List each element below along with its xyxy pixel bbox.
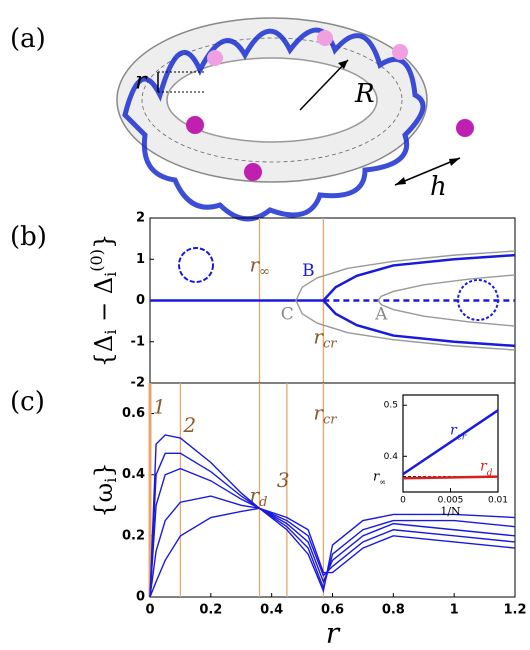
y-tick-label: 0 [136, 590, 145, 605]
pitch-label: h [430, 172, 447, 202]
y-axis-label-part: (0) [87, 249, 106, 272]
marker-label: 2 [182, 412, 196, 436]
major-radius-label: R [354, 79, 375, 109]
annotation: A [374, 304, 388, 324]
y-axis-label-part: } [90, 462, 118, 477]
marker-label: 3 [277, 467, 290, 491]
x-tick-label: 1 [450, 603, 459, 618]
y-tick-label: 2 [136, 211, 145, 226]
x-tick-label: 0.2 [199, 603, 222, 618]
y-axis-label-part: − Δ [90, 277, 118, 330]
marker-label-part: cr [323, 412, 337, 427]
reference-label: r∞ [373, 469, 386, 487]
x-tick-label: 0 [145, 603, 154, 618]
panel-label: (c) [10, 387, 45, 417]
series-label-part: cr [457, 432, 467, 442]
x-tick-label: 1.2 [503, 603, 526, 618]
y-tick-label: 0.2 [122, 528, 145, 543]
x-tick-label: 0.005 [438, 496, 464, 506]
marker-label: 1 [153, 394, 166, 418]
series-line [403, 477, 498, 479]
marker-label-part: cr [323, 336, 337, 351]
x-axis-label: 1/N [440, 505, 461, 518]
marker-label-part: 3 [277, 467, 290, 491]
y-axis-label-part: {ω [90, 483, 118, 518]
x-tick-label: 0.4 [260, 603, 283, 618]
marker-label-part: ∞ [259, 264, 270, 279]
y-tick-label: 0 [136, 293, 145, 308]
y-axis-label-part: {Δ [90, 335, 118, 368]
y-tick-label: 0.4 [122, 467, 145, 482]
x-tick-label: 0.01 [488, 496, 508, 506]
y-axis-label-part: } [90, 234, 118, 249]
annotation: B [302, 261, 315, 281]
panel-label: (a) [10, 24, 46, 54]
y-axis-label: {ωi} [90, 462, 120, 517]
panel-label: (b) [10, 222, 47, 252]
y-tick-label: -1 [131, 334, 145, 349]
marker-label-part: 2 [182, 412, 196, 436]
annotation: C [281, 304, 294, 324]
y-tick-label: 0.5 [384, 401, 398, 411]
marker-label: rd [250, 483, 268, 510]
x-tick-label: 0 [400, 496, 406, 506]
y-axis-label: {Δi − Δi(0)} [87, 234, 120, 368]
x-tick-label: 0.6 [321, 603, 344, 618]
figure: (a) r R h -2-1012r∞rcrBCA(b){Δi − Δi(0)}… [0, 0, 530, 650]
radius-label: r [135, 67, 148, 95]
x-tick-label: 0.8 [382, 603, 405, 618]
reference-label-part: ∞ [379, 478, 386, 487]
marker-label: rcr [313, 400, 337, 427]
marker-label-part: d [259, 495, 267, 510]
y-tick-label: 0.4 [384, 452, 399, 462]
marker-label-part: 1 [153, 394, 166, 418]
x-axis-label: r [326, 617, 341, 650]
series-label-part: d [487, 468, 493, 478]
y-tick-label: 0.6 [122, 406, 145, 421]
torus-diagram: (a) r R h [10, 18, 474, 219]
y-tick-label: -2 [131, 376, 145, 391]
y-tick-label: 1 [136, 252, 145, 267]
